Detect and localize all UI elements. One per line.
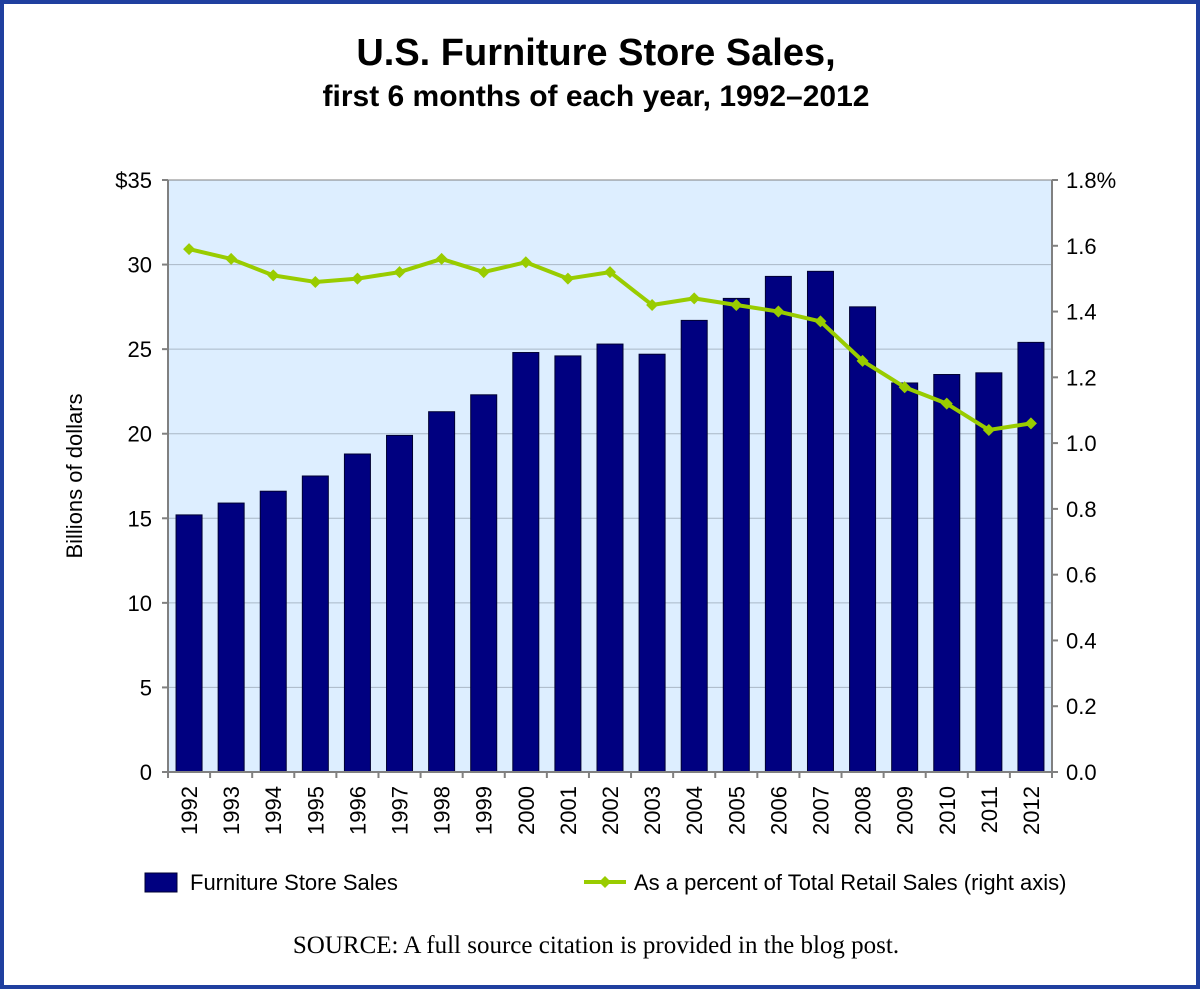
left-tick-label: 5	[140, 675, 152, 700]
right-tick-label: 1.4	[1066, 300, 1097, 325]
legend-label-bars: Furniture Store Sales	[190, 870, 398, 895]
bar-2002	[596, 343, 624, 773]
x-tick-label: 2006	[766, 786, 791, 835]
percent-marker-1997	[393, 266, 406, 279]
bar-1999	[470, 394, 498, 773]
x-tick-label: 2007	[808, 786, 833, 835]
chart-subtitle: first 6 months of each year, 1992–2012	[322, 80, 870, 113]
x-tick-label: 2012	[1019, 786, 1044, 835]
x-tick-label: 1992	[177, 786, 202, 835]
x-tick-label: 2011	[977, 786, 1002, 833]
bar-2001	[554, 355, 582, 773]
bar-1998	[428, 411, 456, 773]
source-note: SOURCE: A full source citation is provid…	[292, 932, 900, 959]
x-tick-label: 2010	[935, 786, 960, 835]
bar-1993	[217, 502, 245, 773]
x-tick-label: 2008	[851, 786, 876, 835]
x-tick-label: 2001	[556, 786, 581, 835]
percent-marker-2012	[1024, 417, 1037, 430]
left-tick-label: 25	[128, 337, 152, 362]
bar-2006	[764, 275, 792, 773]
percent-marker-1993	[225, 252, 238, 265]
legend-swatch-bars	[144, 872, 178, 893]
x-tick-label: 2005	[724, 786, 749, 835]
percent-marker-2000	[519, 256, 532, 269]
x-tick-label: 2000	[514, 786, 539, 835]
bar-2005	[722, 297, 750, 773]
x-tick-label: 2003	[640, 786, 665, 835]
bar-2003	[638, 353, 666, 773]
legend-label-line: As a percent of Total Retail Sales (righ…	[634, 870, 1066, 895]
bar-1992	[175, 514, 203, 773]
right-tick-label: 0.6	[1066, 563, 1097, 588]
x-tick-label: 2004	[682, 786, 707, 835]
bar-2012	[1017, 341, 1045, 773]
legend-swatch-marker	[599, 876, 611, 888]
percent-marker-1996	[351, 272, 364, 285]
bar-2011	[975, 372, 1003, 773]
left-tick-label: 30	[128, 253, 152, 278]
left-tick-label: 20	[128, 422, 152, 447]
chart-title: U.S. Furniture Store Sales,	[356, 32, 836, 74]
x-tick-label: 2002	[598, 786, 623, 835]
bar-1994	[259, 490, 287, 773]
percent-marker-1999	[477, 266, 490, 279]
bar-1997	[386, 434, 414, 773]
percent-marker-2005	[730, 298, 743, 311]
bar-1995	[301, 475, 329, 773]
left-tick-label: 0	[140, 760, 152, 785]
right-tick-label: 1.0	[1066, 431, 1097, 456]
x-tick-label: 1997	[388, 786, 413, 835]
bar-2007	[806, 270, 834, 773]
left-tick-label: 10	[128, 591, 152, 616]
percent-marker-2003	[646, 298, 659, 311]
right-tick-label: 1.2	[1066, 365, 1097, 390]
x-tick-label: 1996	[345, 786, 370, 835]
percent-marker-2001	[561, 272, 574, 285]
bar-2008	[849, 306, 877, 773]
x-tick-label: 1998	[430, 786, 455, 835]
bar-1996	[343, 453, 371, 773]
right-tick-label: 0.2	[1066, 694, 1097, 719]
left-tick-label: $35	[115, 168, 152, 193]
percent-marker-1992	[183, 243, 196, 256]
percent-marker-2002	[604, 266, 616, 279]
x-tick-label: 1999	[472, 786, 497, 835]
percent-marker-2006	[772, 305, 785, 318]
right-tick-label: 0.0	[1066, 760, 1097, 785]
percent-marker-2009	[898, 381, 911, 394]
percent-marker-2008	[856, 354, 869, 367]
percent-marker-1994	[267, 269, 280, 282]
x-tick-label: 2009	[893, 786, 918, 835]
right-tick-label: 1.8%	[1066, 168, 1116, 193]
percent-marker-2011	[982, 423, 995, 436]
x-tick-label: 1993	[219, 786, 244, 835]
bar-2000	[512, 352, 540, 773]
bar-2009	[891, 382, 919, 773]
x-tick-label: 1994	[261, 786, 286, 835]
percent-marker-2010	[940, 397, 953, 410]
percent-marker-1995	[309, 275, 322, 288]
percent-marker-1998	[435, 252, 448, 265]
x-tick-label: 1995	[303, 786, 328, 835]
bar-2010	[933, 374, 961, 773]
percent-marker-2007	[814, 315, 827, 328]
right-tick-label: 1.6	[1066, 234, 1097, 259]
bar-2004	[680, 319, 708, 773]
percent-marker-2004	[688, 292, 701, 305]
right-tick-label: 0.8	[1066, 497, 1097, 522]
y-axis-label: Billions of dollars	[62, 393, 87, 558]
right-tick-label: 0.4	[1066, 628, 1097, 653]
left-tick-label: 15	[128, 506, 152, 531]
